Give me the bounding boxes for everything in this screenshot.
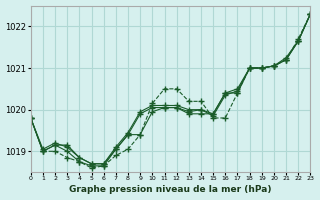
X-axis label: Graphe pression niveau de la mer (hPa): Graphe pression niveau de la mer (hPa) [69,185,272,194]
